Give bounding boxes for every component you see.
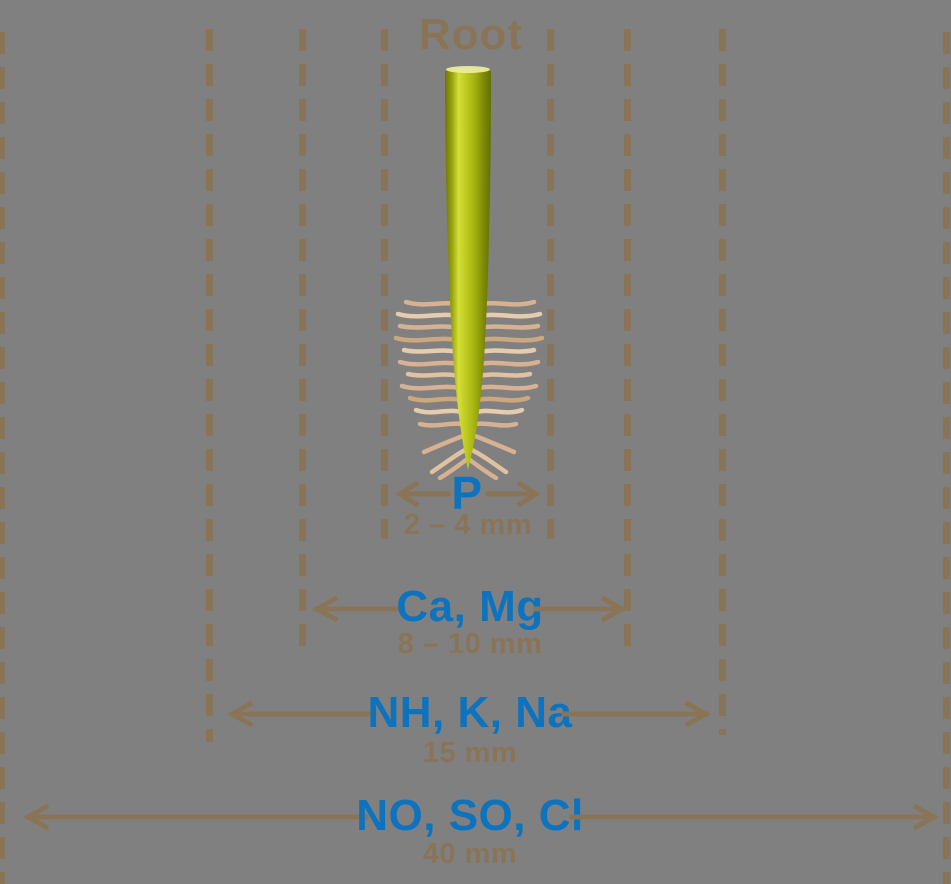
p-label: P [451,467,483,519]
dashed-line-15mm-right [719,29,726,735]
ca-mg-label: Ca, Mg [396,582,544,631]
no-so-cl-right-arrow [569,803,940,831]
ca-mg-distance: 8 – 10 mm [397,628,543,660]
p-right-arrow [485,480,541,508]
no-so-cl-label: NO, SO, Cl [356,791,584,840]
p-left-arrow [395,480,451,508]
dashed-line-outer-left [0,32,5,884]
dashed-line-10mm-right [624,29,631,655]
nh-k-na-left-arrow [226,700,377,728]
nh-k-na-right-arrow [561,700,712,728]
no-so-cl-left-arrow [22,803,369,831]
root-body [445,68,491,470]
root-illustration [393,66,545,481]
root-top-cap [446,66,490,73]
root-title: Root [418,10,524,59]
nh-k-na-distance: 15 mm [422,737,518,769]
p-distance: 2 – 4 mm [403,509,533,541]
dashed-line-10mm-left [299,29,306,650]
nh-k-na-label: NH, K, Na [367,688,573,737]
dashed-line-15mm-left [206,29,213,742]
dashed-line-4mm-left [381,29,388,539]
dashed-line-outer-right [943,32,950,884]
no-so-cl-distance: 40 mm [422,838,518,870]
ca-mg-left-arrow [311,595,406,623]
ca-mg-right-arrow [533,595,628,623]
dashed-line-4mm-right [547,29,554,539]
